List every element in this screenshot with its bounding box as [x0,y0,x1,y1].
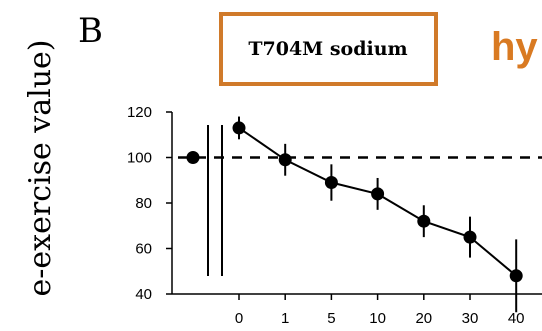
x-tick-label: 5 [327,310,335,327]
boxed-label-text: T704M sodium [248,38,407,60]
data-point [278,153,292,167]
x-tick-label: 0 [235,310,243,327]
x-tick-label: 10 [369,310,386,327]
series-group [232,116,523,313]
data-point [417,214,431,228]
data-point [232,121,246,135]
data-point [324,176,338,190]
data-point [509,269,523,283]
x-ticks: 0 1 5 10 20 30 40 [235,294,525,327]
x-tick-label: 20 [415,310,432,327]
y-ticks: 40 60 80 100 120 [127,104,172,303]
y-tick-label: 80 [135,195,152,212]
label-box [219,12,438,86]
panel-label: B [78,11,103,51]
x-tick-label: 30 [462,310,479,327]
y-tick-label: 60 [135,241,152,258]
baseline-group [186,151,200,164]
x-tick-label: 1 [281,310,289,327]
y-tick-label: 40 [135,286,152,303]
data-point [463,230,477,244]
y-tick-label: 100 [127,150,152,167]
baseline-point [186,151,200,164]
y-tick-label: 120 [127,104,152,121]
y-axis-label: e-exercise value) [23,40,58,297]
data-point [371,187,385,201]
title-fragment: hy [491,25,538,69]
x-tick-label: 40 [508,310,525,327]
